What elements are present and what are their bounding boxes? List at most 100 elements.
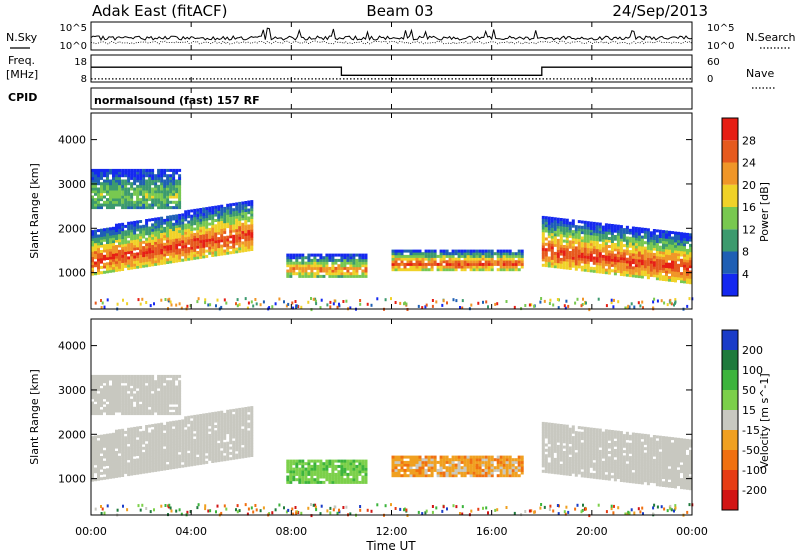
power-echo-cell: [328, 258, 332, 262]
power-echo-cell: [208, 246, 212, 250]
power-echo-cell: [397, 257, 401, 261]
power-echo-cell: [106, 241, 109, 244]
velocity-echo-cell: [364, 459, 368, 463]
power-echo-cell: [340, 258, 344, 262]
velocity-echo-cell: [220, 440, 224, 443]
power-echo-cell: [394, 265, 398, 269]
power-echo-cell: [541, 250, 545, 254]
power-echo-cell: [586, 261, 590, 265]
power-echo-cell: [547, 240, 551, 244]
velocity-echo-cell: [211, 436, 215, 440]
power-panel-frame: [90, 112, 693, 310]
velocity-echo-cell: [160, 377, 164, 381]
velocity-echo-cell: [118, 434, 121, 438]
power-echo-cell: [178, 224, 182, 228]
velocity-echo-cell: [178, 425, 182, 429]
power-echo-cell: [541, 231, 545, 235]
power-echo-cell: [148, 195, 152, 199]
power-echo-cell: [689, 254, 692, 258]
power-echo-cell: [202, 255, 206, 259]
velocity-echo-cell: [346, 462, 350, 466]
power-echo-cell: [613, 245, 617, 249]
power-echo-cell: [485, 300, 488, 304]
power-echo-cell: [607, 237, 611, 240]
velocity-echo-cell: [178, 465, 182, 469]
power-echo-cell: [634, 240, 638, 244]
velocity-echo-cell: [166, 382, 170, 386]
velocity-echo-cell: [106, 393, 109, 397]
velocity-echo-cell: [130, 459, 134, 463]
velocity-echo-cell: [121, 406, 125, 410]
velocity-echo-cell: [130, 382, 134, 386]
velocity-echo-cell: [142, 430, 146, 434]
power-echo-cell: [384, 298, 387, 302]
velocity-echo-cell: [199, 456, 203, 460]
power-echo-cell: [91, 259, 94, 263]
velocity-echo-cell: [475, 471, 479, 475]
power-echo-cell: [490, 257, 494, 261]
velocity-echo-cell: [244, 420, 248, 424]
velocity-echo-cell: [457, 463, 461, 467]
power-echo-cell: [133, 220, 137, 224]
velocity-echo-cell: [118, 396, 121, 400]
velocity-echo-cell: [424, 468, 428, 472]
velocity-echo-cell: [127, 388, 131, 392]
power-echo-cell: [425, 303, 428, 307]
velocity-echo-cell: [466, 466, 470, 470]
power-echo-cell: [97, 182, 100, 186]
power-echo-cell: [595, 251, 599, 255]
velocity-echo-cell: [172, 428, 176, 432]
velocity-echo-cell: [232, 456, 236, 460]
velocity-echo-cell: [319, 480, 323, 484]
velocity-echo-cell: [211, 449, 215, 453]
velocity-echo-cell: [160, 382, 164, 386]
power-echo-cell: [127, 221, 131, 225]
power-echo-cell: [658, 261, 662, 265]
power-echo-cell: [565, 221, 569, 225]
power-echo-cell: [601, 244, 605, 248]
velocity-echo-cell: [556, 466, 560, 470]
velocity-echo-cell: [157, 382, 161, 386]
power-echo-cell: [574, 241, 578, 245]
power-echo-cell: [436, 254, 440, 258]
velocity-echo-cell: [562, 437, 566, 441]
power-echo-cell: [665, 233, 668, 237]
velocity-echo-cell: [205, 455, 209, 459]
velocity-echo-cell: [118, 398, 121, 402]
power-echo-cell: [514, 262, 518, 266]
power-echo-cell: [211, 211, 215, 215]
velocity-echo-cell: [364, 478, 368, 482]
power-echo-cell: [592, 237, 596, 241]
power-echo-cell: [142, 230, 146, 234]
velocity-echo-cell: [427, 458, 431, 462]
velocity-echo-cell: [202, 456, 206, 460]
power-echo-cell: [202, 247, 206, 251]
velocity-echo-cell: [142, 457, 146, 461]
power-echo-cell: [568, 232, 572, 236]
power-echo-cell: [583, 239, 587, 243]
power-echo-cell: [202, 239, 206, 243]
power-echo-cell: [556, 241, 560, 245]
power-echo-cell: [652, 239, 656, 243]
power-echo-cell: [568, 251, 572, 254]
power-echo-cell: [662, 264, 665, 268]
velocity-echo-cell: [520, 455, 524, 459]
velocity-echo-cell: [106, 396, 109, 400]
power-echo-cell: [668, 246, 671, 250]
power-echo-cell: [586, 258, 590, 262]
velocity-echo-cell: [331, 462, 335, 466]
power-echo-cell: [202, 207, 206, 211]
power-echo-cell: [583, 242, 587, 246]
velocity-echo-cell: [559, 437, 563, 441]
velocity-echo-cell: [223, 434, 227, 438]
velocity-echo-cell: [130, 380, 134, 384]
power-echo-cell: [157, 206, 161, 210]
power-echo-cell: [166, 190, 170, 194]
velocity-echo-cell: [466, 460, 470, 464]
velocity-echo-cell: [97, 396, 100, 400]
power-echo-cell: [601, 228, 605, 232]
velocity-echo-cell: [214, 419, 218, 423]
power-echo-cell: [151, 263, 155, 267]
power-echo-cell: [553, 220, 557, 223]
velocity-echo-cell: [412, 458, 416, 462]
